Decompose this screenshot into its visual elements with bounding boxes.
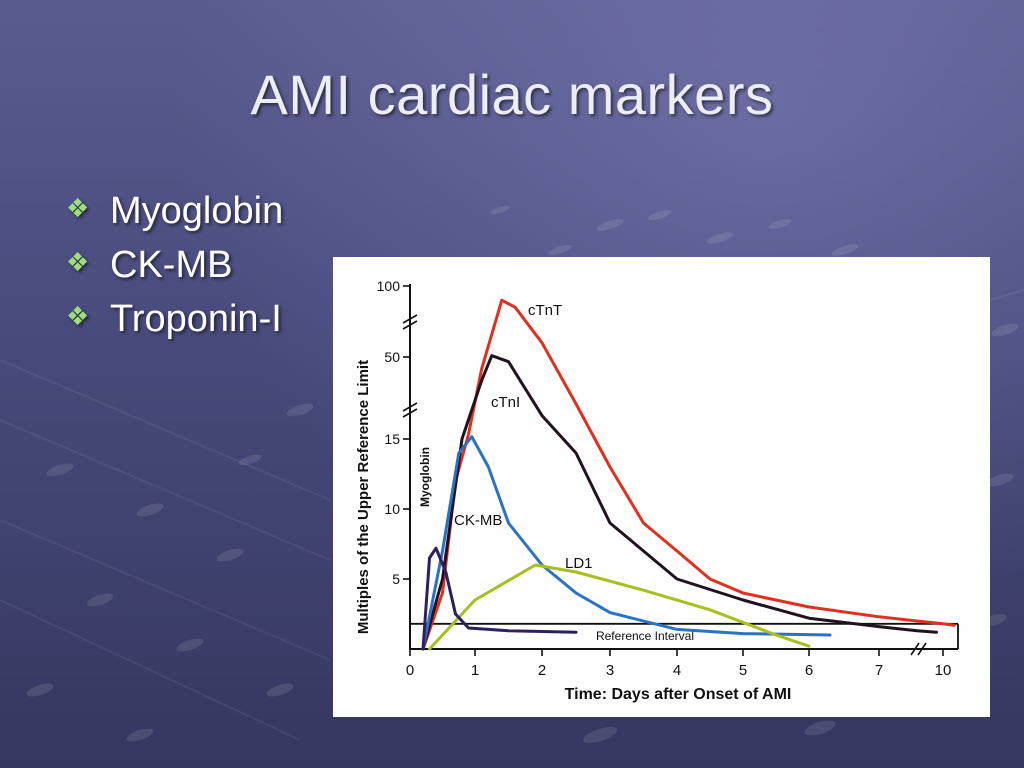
series-label-ctnt: cTnT	[528, 302, 562, 319]
x-tick-label: 10	[935, 662, 952, 679]
series-label-myoglobin: Myoglobin	[418, 447, 432, 507]
x-tick-label: 4	[673, 662, 681, 679]
series-label-ck-mb: CK-MB	[454, 512, 502, 529]
y-tick-label: 100	[377, 278, 401, 294]
series-label-ctni: cTnI	[491, 394, 520, 411]
reference-interval-label: Reference Interval	[596, 629, 694, 643]
x-tick-label: 3	[606, 662, 614, 679]
y-tick-label: 5	[392, 571, 400, 587]
x-axis-label: Time: Days after Onset of AMI	[565, 686, 792, 703]
chart-labels: cTnT cTnI CK-MB LD1 Myoglobin	[418, 302, 593, 572]
series-line-myoglobin	[421, 546, 578, 651]
y-axis-break-mark	[402, 314, 418, 330]
bullet-text: Troponin-I	[110, 298, 282, 340]
bullet-text: CK-MB	[110, 244, 233, 286]
bullet-item: ❖ Myoglobin	[66, 190, 283, 244]
bullet-text: Myoglobin	[110, 190, 284, 232]
chart-axes: 5 10 15 50 100 0 1 2 3 4 5 6 7 10	[377, 278, 958, 679]
four-diamond-bullet-icon: ❖	[66, 301, 90, 331]
x-tick-label: 1	[471, 662, 479, 679]
series-line-ctni	[421, 354, 938, 651]
chart-series-group	[421, 298, 956, 651]
y-tick-label: 10	[384, 501, 400, 517]
series-line-ld1	[428, 563, 811, 651]
x-tick-label: 6	[805, 662, 813, 679]
four-diamond-bullet-icon: ❖	[66, 193, 90, 223]
series-line-ctnt	[421, 298, 956, 651]
y-axis-label: Multiples of the Upper Reference Limit	[355, 360, 372, 634]
series-line-ck-mb	[421, 435, 832, 651]
four-diamond-bullet-icon: ❖	[66, 247, 90, 277]
chart-figure: 5 10 15 50 100 0 1 2 3 4 5 6 7 10 Reference Interval …	[333, 257, 990, 717]
y-tick-label: 15	[384, 431, 400, 447]
y-tick-label: 50	[384, 349, 400, 365]
bullet-list: ❖ Myoglobin ❖ CK-MB ❖ Troponin-I	[66, 190, 283, 352]
x-tick-label: 5	[739, 662, 747, 679]
y-axis-break-mark	[402, 402, 418, 418]
x-tick-label: 2	[538, 662, 546, 679]
x-tick-label: 7	[875, 662, 883, 679]
bullet-item: ❖ CK-MB	[66, 244, 283, 298]
series-label-ld1: LD1	[565, 555, 593, 572]
x-tick-label: 0	[406, 662, 414, 679]
bullet-item: ❖ Troponin-I	[66, 298, 283, 352]
slide-title: AMI cardiac markers	[250, 63, 774, 126]
x-axis-break-mark	[910, 642, 927, 656]
